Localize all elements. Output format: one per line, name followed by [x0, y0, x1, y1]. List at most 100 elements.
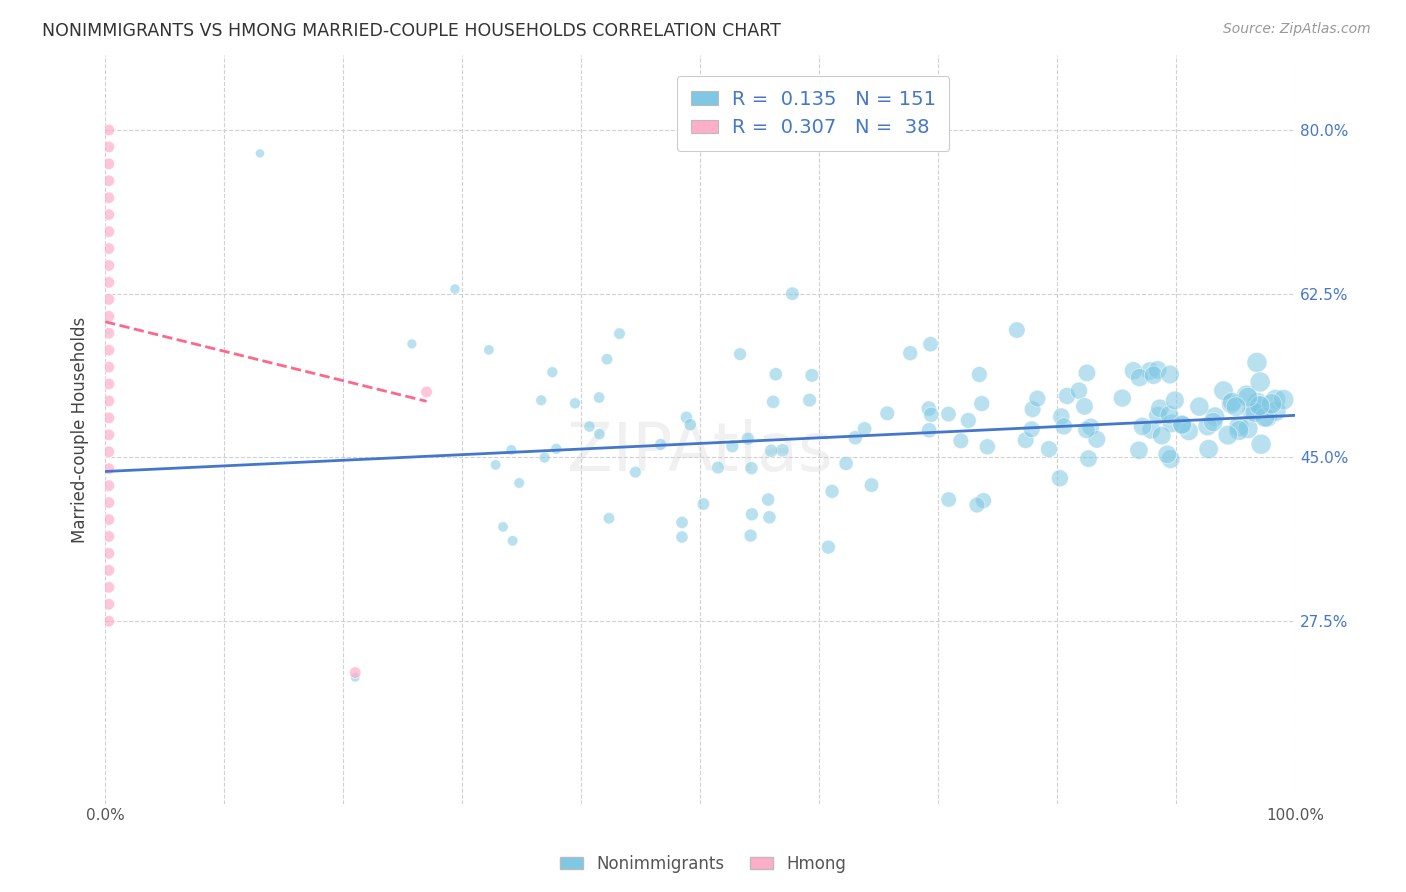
Point — [97, 326, 120, 341]
Point — [588, 391, 610, 405]
Point — [741, 508, 763, 522]
Point — [1159, 408, 1181, 422]
Point — [1272, 392, 1295, 407]
Point — [97, 411, 120, 425]
Point — [692, 497, 714, 511]
Point — [492, 520, 515, 534]
Point — [1254, 410, 1277, 425]
Point — [1246, 355, 1268, 369]
Point — [853, 422, 876, 436]
Point — [1049, 471, 1071, 485]
Point — [97, 276, 120, 290]
Point — [976, 440, 998, 454]
Point — [596, 352, 619, 367]
Point — [1146, 363, 1168, 377]
Point — [97, 445, 120, 459]
Point — [1076, 423, 1098, 437]
Point — [1188, 400, 1211, 414]
Point — [898, 346, 921, 360]
Point — [1227, 419, 1250, 434]
Point — [1212, 384, 1234, 398]
Point — [1260, 397, 1282, 411]
Point — [721, 439, 744, 453]
Point — [444, 282, 467, 296]
Point — [675, 410, 697, 425]
Point — [740, 461, 762, 475]
Point — [1140, 423, 1163, 437]
Point — [835, 457, 858, 471]
Point — [97, 529, 120, 543]
Point — [759, 443, 782, 458]
Point — [97, 123, 120, 137]
Point — [541, 365, 564, 379]
Point — [1080, 420, 1102, 434]
Point — [97, 225, 120, 239]
Point — [97, 461, 120, 475]
Point — [578, 419, 600, 434]
Point — [860, 478, 883, 492]
Point — [679, 417, 702, 432]
Point — [97, 512, 120, 526]
Point — [762, 394, 785, 409]
Point — [938, 407, 960, 421]
Point — [1150, 428, 1173, 442]
Point — [1056, 389, 1078, 403]
Point — [1178, 424, 1201, 438]
Point — [478, 343, 501, 357]
Point — [1050, 409, 1073, 424]
Point — [97, 563, 120, 577]
Point — [97, 208, 120, 222]
Point — [918, 423, 941, 437]
Point — [97, 293, 120, 307]
Point — [533, 450, 555, 465]
Point — [918, 401, 941, 416]
Point — [1014, 434, 1036, 448]
Point — [707, 460, 730, 475]
Point — [1160, 452, 1182, 467]
Point — [765, 367, 787, 381]
Point — [564, 396, 586, 410]
Point — [1147, 409, 1170, 423]
Point — [1005, 323, 1028, 337]
Point — [650, 437, 672, 451]
Point — [588, 427, 610, 442]
Point — [1220, 395, 1243, 409]
Point — [344, 670, 367, 684]
Point — [1160, 417, 1182, 431]
Text: Source: ZipAtlas.com: Source: ZipAtlas.com — [1223, 22, 1371, 37]
Point — [1142, 368, 1164, 383]
Point — [1077, 451, 1099, 466]
Point — [758, 510, 780, 524]
Point — [97, 580, 120, 594]
Point — [920, 337, 942, 351]
Point — [756, 492, 779, 507]
Point — [1085, 433, 1108, 447]
Point — [97, 428, 120, 442]
Point — [97, 377, 120, 392]
Point — [1111, 391, 1133, 405]
Point — [502, 533, 524, 548]
Point — [1073, 400, 1095, 414]
Point — [671, 530, 693, 544]
Point — [969, 368, 991, 382]
Point — [1128, 370, 1150, 384]
Point — [97, 360, 120, 375]
Point — [1216, 428, 1239, 442]
Point — [1171, 417, 1194, 432]
Point — [972, 493, 994, 508]
Point — [876, 406, 898, 420]
Point — [1021, 422, 1043, 436]
Point — [546, 442, 568, 456]
Point — [1076, 366, 1098, 380]
Point — [249, 146, 271, 161]
Point — [508, 476, 530, 491]
Point — [97, 495, 120, 509]
Point — [1139, 364, 1161, 378]
Point — [1067, 384, 1090, 398]
Point — [1220, 397, 1243, 411]
Point — [966, 498, 988, 512]
Point — [740, 528, 762, 542]
Point — [97, 478, 120, 492]
Point — [1244, 405, 1267, 419]
Point — [97, 174, 120, 188]
